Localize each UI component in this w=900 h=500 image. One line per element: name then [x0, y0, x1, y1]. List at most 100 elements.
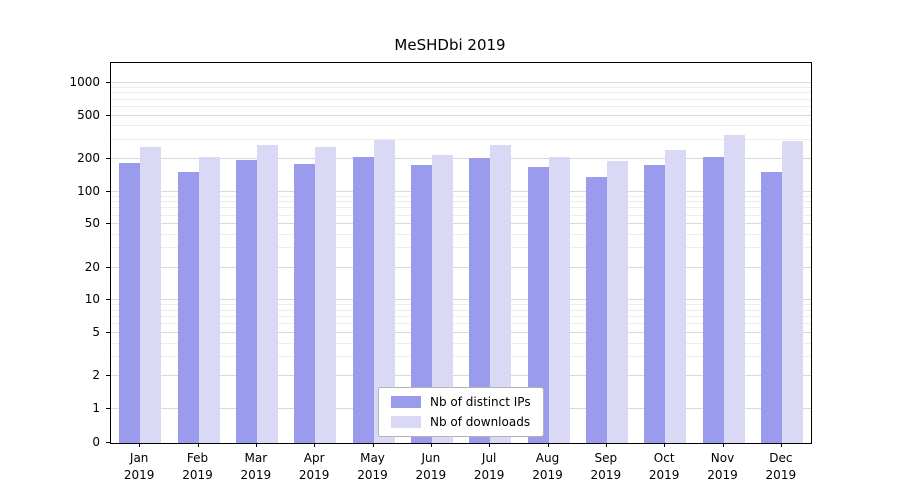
minor-gridline: [111, 201, 811, 203]
y-tick-mark: [106, 157, 110, 159]
x-tick-mark: [197, 443, 199, 447]
major-gridline: [111, 157, 811, 159]
bar-downloads: [606, 161, 628, 443]
x-tick-label: Oct 2019: [648, 451, 680, 482]
y-tick-mark: [106, 81, 110, 83]
x-tick-label: Feb 2019: [182, 451, 213, 482]
y-tick-mark: [106, 408, 110, 409]
x-tick-label: Jun 2019: [415, 451, 447, 482]
x-tick-mark: [664, 443, 666, 447]
minor-gridline: [111, 98, 811, 100]
bar-downloads: [256, 144, 278, 443]
minor-gridline: [111, 342, 811, 344]
minor-gridline: [111, 92, 811, 94]
x-tick-label: May 2019: [357, 451, 388, 482]
bar-distinct-ips: [469, 158, 491, 443]
x-tick-label: Dec 2019: [765, 451, 797, 482]
y-tick-mark: [106, 266, 110, 268]
bar-distinct-ips: [585, 177, 607, 443]
minor-gridline: [111, 233, 811, 235]
x-tick-mark: [489, 443, 491, 447]
major-gridline: [111, 375, 811, 377]
x-tick-mark: [139, 443, 141, 447]
bar-downloads: [140, 147, 162, 443]
minor-gridline: [111, 304, 811, 306]
y-tick-mark: [106, 375, 110, 377]
y-tick-mark: [106, 332, 110, 334]
major-gridline: [111, 299, 811, 301]
bar-distinct-ips: [177, 172, 199, 443]
bar-distinct-ips: [410, 165, 432, 443]
y-tick-label: 500: [77, 107, 100, 122]
minor-gridline: [111, 323, 811, 325]
y-tick-mark: [106, 114, 110, 116]
major-gridline: [111, 332, 811, 334]
minor-gridline: [111, 86, 811, 88]
x-tick-label: Nov 2019: [707, 451, 738, 482]
legend-label: Nb of downloads: [430, 415, 531, 429]
x-tick-label: Jul 2019: [473, 451, 505, 482]
y-tick-mark: [106, 299, 110, 301]
y-tick-mark: [106, 442, 110, 443]
legend-label: Nb of distinct IPs: [430, 395, 531, 409]
x-tick-mark: [372, 443, 374, 447]
bar-downloads: [198, 156, 220, 443]
y-tick-label: 1: [92, 401, 100, 415]
x-tick-label: Aug 2019: [532, 451, 563, 482]
x-tick-label: Sep 2019: [590, 451, 622, 482]
major-gridline: [111, 223, 811, 225]
y-tick-mark: [106, 190, 110, 192]
minor-gridline: [111, 214, 811, 216]
x-tick-label: Apr 2019: [298, 451, 330, 482]
y-tick-label: 2: [92, 368, 100, 383]
minor-gridline: [111, 316, 811, 318]
legend-item: Nb of downloads: [391, 415, 531, 429]
major-gridline: [111, 190, 811, 192]
x-tick-label: Mar 2019: [240, 451, 272, 482]
bar-distinct-ips: [702, 156, 724, 443]
x-tick-mark: [605, 443, 607, 447]
minor-gridline: [111, 125, 811, 127]
plot-area: [110, 62, 812, 444]
x-tick-mark: [780, 443, 782, 447]
bar-distinct-ips: [352, 157, 374, 443]
legend: Nb of distinct IPs Nb of downloads: [378, 387, 544, 437]
x-tick-mark: [314, 443, 316, 447]
minor-gridline: [111, 207, 811, 209]
bar-distinct-ips: [119, 162, 141, 443]
bar-downloads: [548, 157, 570, 443]
y-tick-label: 20: [84, 259, 100, 274]
bar-downloads: [723, 135, 745, 443]
legend-swatch-downloads: [391, 416, 421, 428]
major-gridline: [111, 81, 811, 83]
x-tick-mark: [547, 443, 549, 447]
minor-gridline: [111, 247, 811, 249]
y-tick-label: 100: [77, 183, 100, 198]
legend-swatch-distinct-ips: [391, 396, 421, 408]
bar-downloads: [490, 145, 512, 443]
minor-gridline: [111, 138, 811, 140]
bar-distinct-ips: [760, 171, 782, 443]
bar-downloads: [781, 140, 803, 443]
bar-downloads: [665, 150, 687, 443]
x-tick-label: Jan 2019: [123, 451, 155, 482]
major-gridline: [111, 114, 811, 116]
y-tick-label: 5: [92, 325, 100, 340]
bar-distinct-ips: [644, 164, 666, 443]
y-tick-mark: [106, 223, 110, 225]
y-tick-label: 1000: [69, 74, 100, 89]
y-tick-label: 200: [77, 150, 100, 165]
x-tick-mark: [430, 443, 432, 447]
legend-item: Nb of distinct IPs: [391, 395, 531, 409]
y-tick-label: 10: [84, 292, 100, 307]
y-tick-label: 0: [92, 435, 100, 449]
x-tick-mark: [722, 443, 724, 447]
minor-gridline: [111, 356, 811, 358]
major-gridline: [111, 266, 811, 268]
bar-distinct-ips: [527, 166, 549, 443]
bar-distinct-ips: [294, 163, 316, 443]
minor-gridline: [111, 195, 811, 197]
bar-downloads: [315, 146, 337, 443]
minor-gridline: [111, 106, 811, 108]
